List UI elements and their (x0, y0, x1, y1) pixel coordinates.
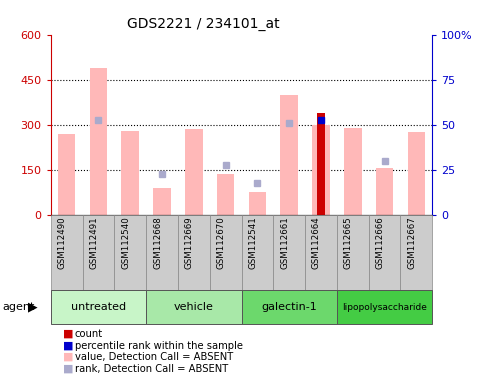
Bar (408, 132, 425, 215)
Text: GSM112668: GSM112668 (153, 217, 162, 269)
Text: ■: ■ (63, 341, 73, 351)
Bar (51, 215, 83, 290)
Bar (337, 290, 432, 324)
Bar (242, 215, 273, 290)
Text: galectin-1: galectin-1 (261, 302, 317, 312)
Text: GSM112666: GSM112666 (376, 217, 384, 269)
Bar (146, 215, 178, 290)
Bar (178, 215, 210, 290)
Text: GSM112490: GSM112490 (57, 217, 67, 269)
Text: vehicle: vehicle (174, 302, 214, 312)
Bar (217, 174, 234, 215)
Bar (400, 215, 432, 290)
Bar (51, 290, 146, 324)
Bar (273, 215, 305, 290)
Bar (185, 129, 202, 215)
Bar (210, 215, 242, 290)
Bar (242, 290, 337, 324)
Bar (249, 192, 266, 215)
Text: ■: ■ (63, 352, 73, 362)
Text: ▶: ▶ (28, 301, 38, 314)
Bar (317, 113, 325, 215)
Bar (83, 215, 114, 290)
Text: lipopolysaccharide: lipopolysaccharide (342, 303, 427, 312)
Text: untreated: untreated (71, 302, 126, 312)
Bar (312, 125, 330, 215)
Text: GSM112669: GSM112669 (185, 217, 194, 269)
Text: GSM112664: GSM112664 (312, 217, 321, 269)
Text: GSM112670: GSM112670 (216, 217, 226, 269)
Bar (153, 188, 171, 215)
Text: GSM112667: GSM112667 (407, 217, 416, 269)
Text: percentile rank within the sample: percentile rank within the sample (75, 341, 243, 351)
Text: GSM112491: GSM112491 (89, 217, 99, 269)
Bar (58, 134, 75, 215)
Bar (146, 290, 242, 324)
Bar (376, 169, 393, 215)
Bar (90, 68, 107, 215)
Text: GSM112665: GSM112665 (344, 217, 353, 269)
Bar (114, 215, 146, 290)
Text: value, Detection Call = ABSENT: value, Detection Call = ABSENT (75, 352, 233, 362)
Bar (344, 128, 362, 215)
Bar (369, 215, 400, 290)
Text: GSM112541: GSM112541 (248, 217, 257, 269)
Text: ■: ■ (63, 364, 73, 374)
Text: GDS2221 / 234101_at: GDS2221 / 234101_at (127, 17, 279, 31)
Text: agent: agent (2, 302, 35, 312)
Text: ■: ■ (63, 329, 73, 339)
Text: GSM112540: GSM112540 (121, 217, 130, 269)
Bar (281, 95, 298, 215)
Text: count: count (75, 329, 103, 339)
Bar (337, 215, 369, 290)
Text: rank, Detection Call = ABSENT: rank, Detection Call = ABSENT (75, 364, 228, 374)
Text: GSM112661: GSM112661 (280, 217, 289, 269)
Bar (121, 131, 139, 215)
Bar (305, 215, 337, 290)
